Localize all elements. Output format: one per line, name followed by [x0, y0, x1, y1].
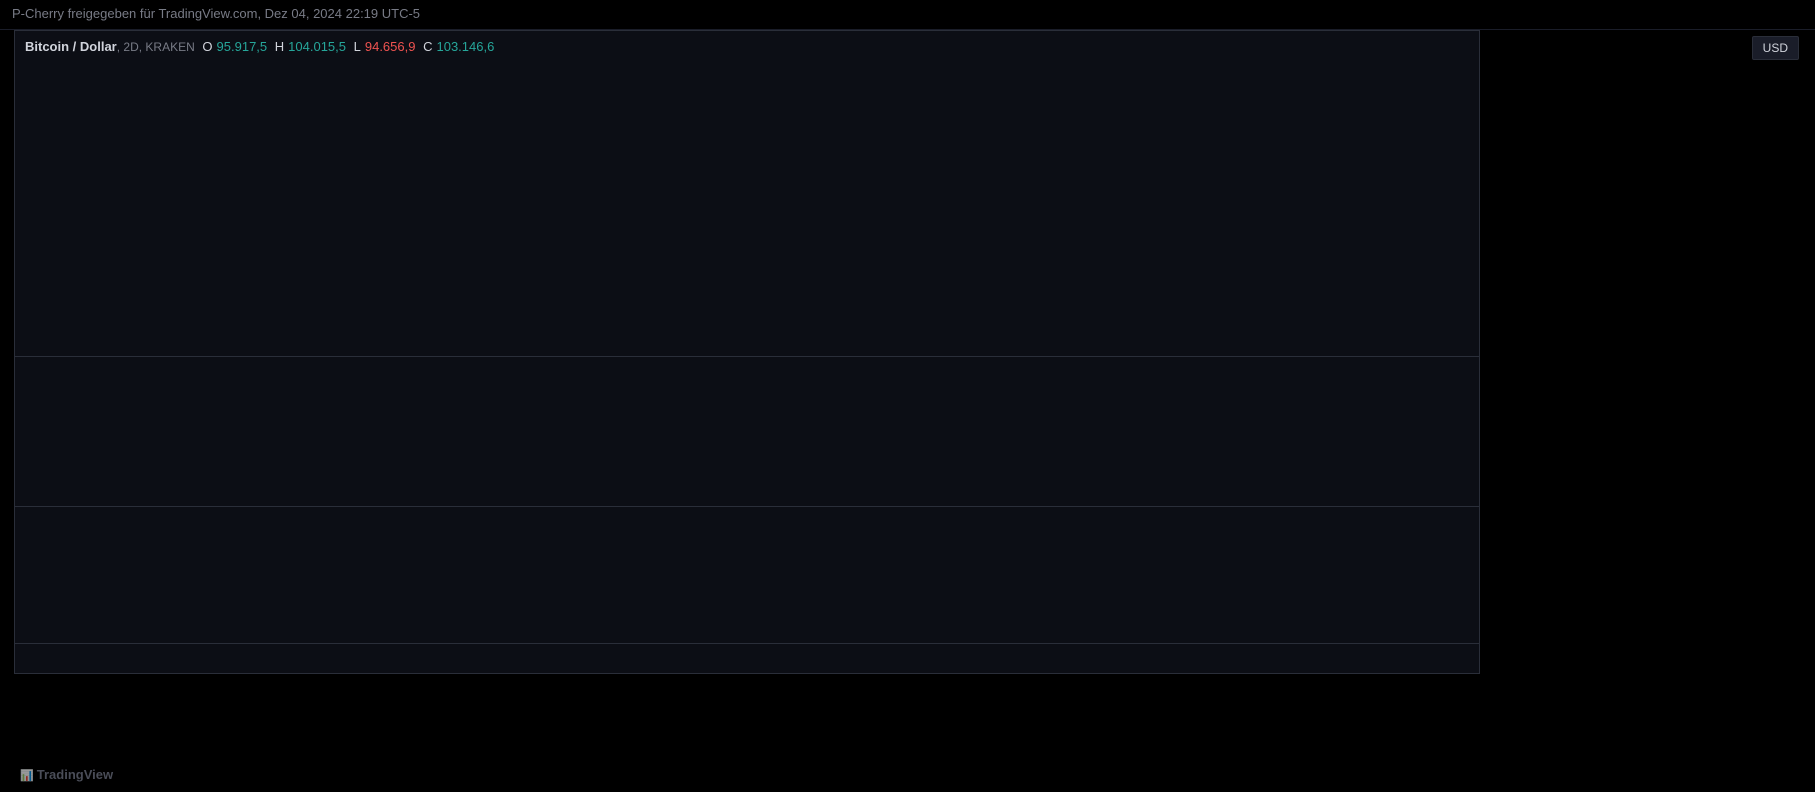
time-axis — [14, 644, 1480, 674]
symbol-info: Bitcoin / Dollar, 2D, KRAKEN O95.917,5 H… — [25, 39, 494, 54]
header-text: P-Cherry freigegeben für TradingView.com… — [12, 6, 420, 21]
price-axis — [1484, 30, 1554, 644]
currency-button[interactable]: USD — [1752, 36, 1799, 60]
chart-container: Bitcoin / Dollar, 2D, KRAKEN O95.917,5 H… — [14, 30, 1480, 644]
rsi-pane[interactable] — [15, 357, 1479, 507]
ohlc: O95.917,5 H104.015,5 L94.656,9 C103.146,… — [198, 39, 494, 54]
price-pane[interactable] — [15, 59, 1479, 357]
macd-pane[interactable] — [15, 507, 1479, 645]
header-bar: P-Cherry freigegeben für TradingView.com… — [0, 0, 1815, 30]
symbol-interval: 2D — [123, 40, 138, 54]
symbol-exchange: KRAKEN — [145, 40, 194, 54]
symbol-name[interactable]: Bitcoin / Dollar — [25, 39, 117, 54]
tradingview-watermark: TradingView — [20, 767, 113, 782]
